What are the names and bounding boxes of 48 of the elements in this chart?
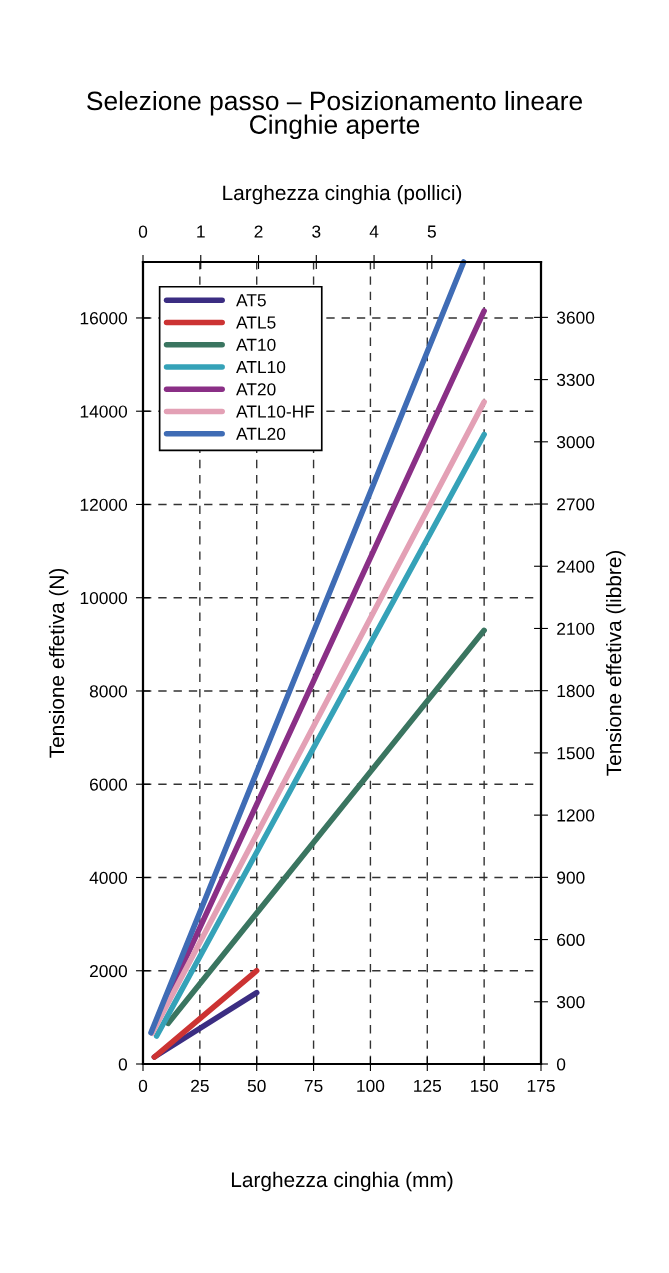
x-tick-label: 75 xyxy=(304,1079,323,1093)
y2-tick-label: 0 xyxy=(556,1058,566,1071)
x2-tick-label: 1 xyxy=(197,225,205,238)
y-tick-label: 4000 xyxy=(89,871,128,884)
x2-axis-title: Larghezza cinghia (pollici) xyxy=(223,184,462,205)
legend-label: AT20 xyxy=(236,383,276,396)
x2-tick-label: 4 xyxy=(369,225,379,238)
y-tick-label: 10000 xyxy=(80,591,128,605)
x2-tick-label: 2 xyxy=(254,225,263,238)
legend-label: AT5 xyxy=(236,294,266,307)
y2-tick-label: 600 xyxy=(557,933,585,947)
legend-label: ATL10-HF xyxy=(236,405,315,418)
y2-tick-label: 300 xyxy=(556,995,585,1009)
y-tick-label: 8000 xyxy=(89,685,128,698)
y2-axis-title: Tensione effetiva (libbre) xyxy=(606,550,626,776)
y2-tick-label: 1200 xyxy=(557,809,595,822)
x-axis-title: Larghezza cinghia (mm) xyxy=(231,1171,453,1192)
legend-label: ATL10 xyxy=(236,360,286,374)
x-tick-label: 125 xyxy=(414,1079,442,1093)
y-tick-label: 2000 xyxy=(89,964,128,978)
x-tick-label: 0 xyxy=(138,1079,148,1093)
legend-label: ATL20 xyxy=(236,427,286,440)
y2-tick-label: 2700 xyxy=(557,498,595,511)
y-tick-label: 14000 xyxy=(80,405,128,418)
y2-tick-label: 2100 xyxy=(557,622,595,635)
y-axis-title: Tensione effetiva (N) xyxy=(48,568,69,758)
x2-tick-label: 0 xyxy=(138,225,148,238)
chart-title: Selezione passo – Posizionamento lineare Cinghie aperte xyxy=(87,90,582,140)
y2-tick-label: 2400 xyxy=(557,560,595,573)
x2-tick-label: 3 xyxy=(312,225,321,238)
y-tick-label: 12000 xyxy=(80,498,128,511)
y-tick-label: 16000 xyxy=(80,312,128,325)
y2-tick-label: 1500 xyxy=(557,747,595,760)
x2-tick-label: 5 xyxy=(427,225,436,238)
x-tick-label: 50 xyxy=(247,1079,266,1093)
y2-tick-label: 3600 xyxy=(556,311,595,324)
y-tick-label: 0 xyxy=(118,1058,128,1071)
x-tick-label: 25 xyxy=(191,1079,209,1093)
y2-tick-label: 900 xyxy=(557,871,585,884)
legend-label: ATL5 xyxy=(236,316,276,329)
x-tick-label: 175 xyxy=(527,1079,555,1093)
y2-tick-label: 3300 xyxy=(556,373,595,387)
y-tick-label: 6000 xyxy=(89,778,128,791)
y2-tick-label: 3000 xyxy=(556,435,595,449)
legend-label: AT10 xyxy=(236,338,276,351)
y2-tick-label: 1800 xyxy=(557,684,595,698)
x-tick-label: 100 xyxy=(357,1079,385,1093)
x-tick-label: 150 xyxy=(470,1079,498,1093)
